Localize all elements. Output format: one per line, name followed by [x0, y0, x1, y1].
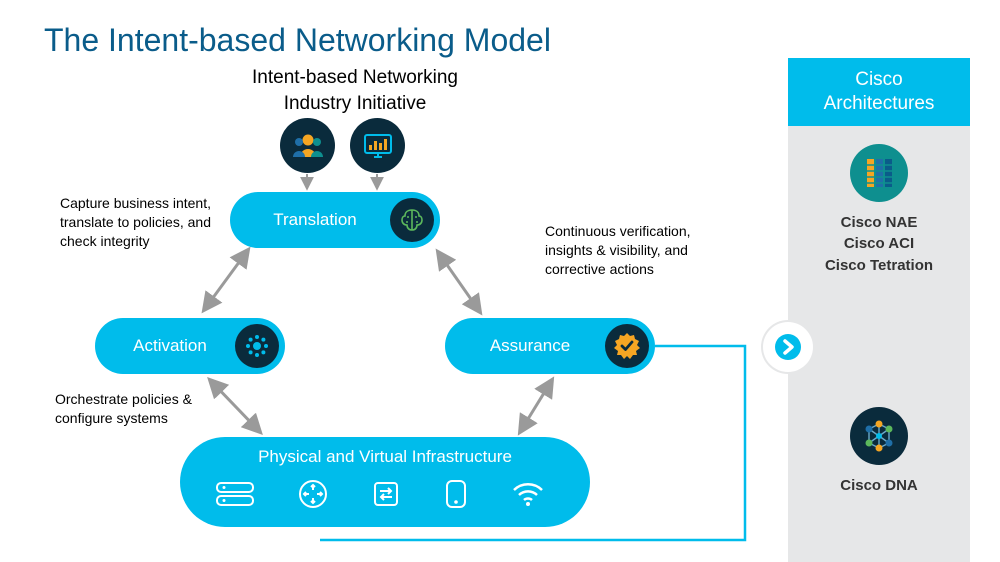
brain-icon — [390, 198, 434, 242]
assurance-pill: Assurance — [445, 318, 655, 374]
infrastructure-label: Physical and Virtual Infrastructure — [180, 437, 590, 467]
device-icon — [443, 478, 469, 510]
chevron-right-icon — [763, 322, 813, 372]
activation-pill: Activation — [95, 318, 285, 374]
arch-item: Cisco NAE — [788, 212, 970, 234]
arch-item: Cisco Tetration — [788, 255, 970, 277]
arch-item: Cisco ACI — [788, 233, 970, 255]
assurance-desc: Continuous verification, insights & visi… — [545, 222, 725, 279]
dna-network-icon — [850, 407, 908, 465]
architecture-list-1: Cisco NAE Cisco ACI Cisco Tetration — [788, 212, 970, 277]
check-badge-icon — [605, 324, 649, 368]
sidebar-header-line1: Cisco — [855, 69, 903, 90]
activation-desc: Orchestrate policies & configure systems — [55, 390, 215, 428]
subtitle-line1: Intent-based Networking — [252, 67, 458, 88]
sidebar-header-line2: Architectures — [824, 93, 935, 114]
servers-icon — [215, 479, 255, 509]
subtitle-line2: Industry Initiative — [284, 93, 427, 114]
gear-icon — [235, 324, 279, 368]
sidebar-header: Cisco Architectures — [788, 58, 970, 126]
infrastructure-icons — [215, 478, 545, 510]
arch-item: Cisco DNA — [788, 475, 970, 497]
people-icon — [280, 118, 335, 173]
page-title: The Intent-based Networking Model — [44, 22, 551, 59]
monitor-icon — [350, 118, 405, 173]
cisco-architectures-sidebar: Cisco Architectures Cisco NAE Cisco ACI … — [788, 58, 970, 562]
translation-label: Translation — [273, 210, 356, 230]
translation-pill: Translation — [230, 192, 440, 248]
translation-desc: Capture business intent, translate to po… — [60, 194, 240, 251]
wifi-icon — [511, 480, 545, 508]
architecture-list-2: Cisco DNA — [788, 475, 970, 497]
router-icon — [297, 478, 329, 510]
swap-icon — [371, 479, 401, 509]
datacenter-icon — [850, 144, 908, 202]
activation-label: Activation — [133, 336, 207, 356]
assurance-label: Assurance — [490, 336, 570, 356]
subtitle: Intent-based Networking Industry Initiat… — [215, 65, 495, 116]
